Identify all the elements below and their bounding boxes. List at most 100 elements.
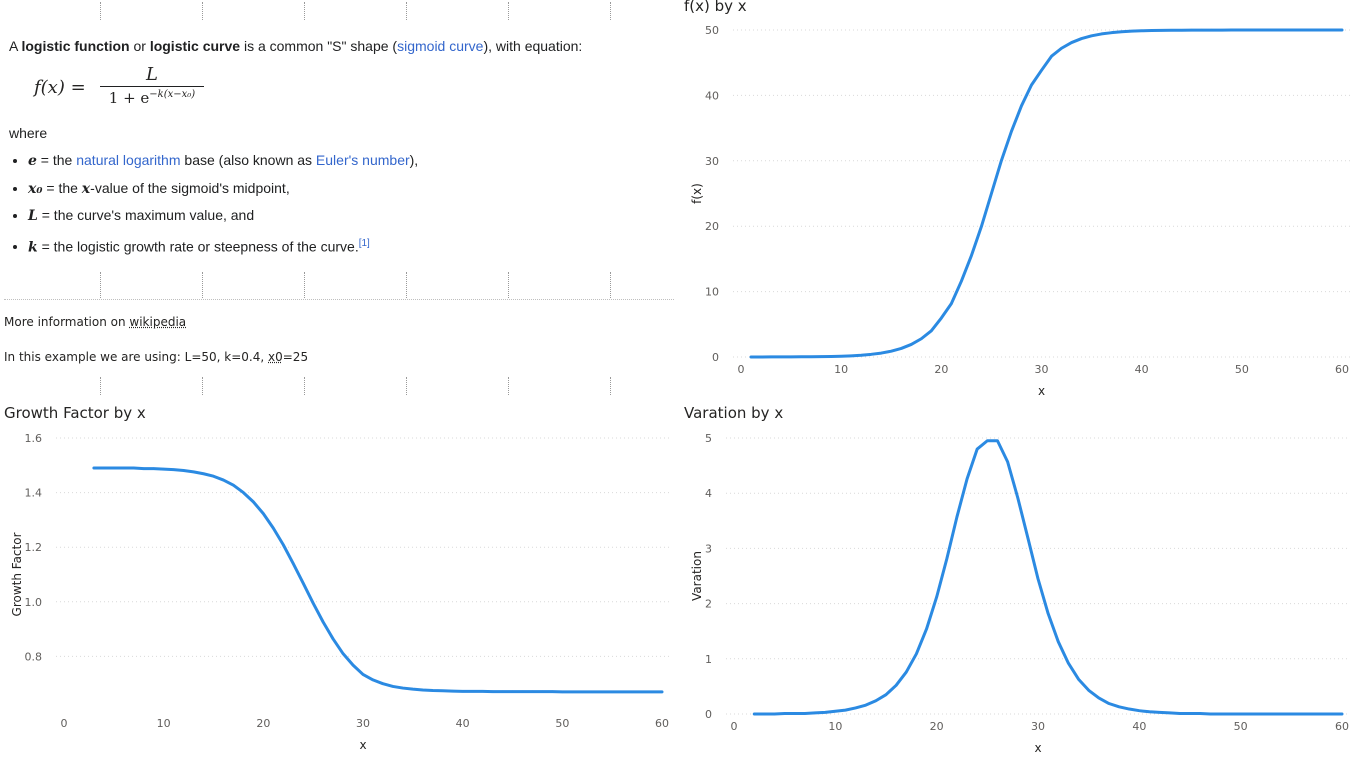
bullet-text: = the bbox=[42, 179, 82, 196]
grid-dots bbox=[202, 272, 203, 298]
data-point bbox=[1130, 29, 1133, 33]
wikipedia-link[interactable]: wikipedia bbox=[129, 315, 187, 329]
data-point bbox=[1050, 55, 1053, 58]
data-point bbox=[331, 637, 335, 641]
x-tick-label: 10 bbox=[828, 720, 842, 733]
data-point bbox=[610, 690, 614, 694]
x-tick-label: 40 bbox=[456, 717, 470, 730]
bullet-item: e = the natural logarithm base (also kno… bbox=[28, 147, 418, 175]
data-point bbox=[381, 682, 385, 685]
data-point bbox=[1239, 712, 1242, 716]
data-point bbox=[172, 468, 175, 471]
data-point bbox=[986, 439, 989, 442]
data-point bbox=[1200, 28, 1203, 32]
grid-dots bbox=[610, 272, 611, 298]
data-point bbox=[1010, 130, 1013, 133]
grid-dots bbox=[100, 2, 101, 20]
data-point bbox=[844, 708, 847, 712]
data-point bbox=[371, 678, 375, 682]
data-point bbox=[302, 582, 305, 585]
data-point bbox=[640, 690, 644, 694]
chart-fx[interactable]: 0 10 20 30 40 50 0 10 20 30 40 50 60 x f(x) bbox=[684, 0, 1358, 400]
data-point bbox=[1250, 28, 1254, 32]
data-point bbox=[1259, 712, 1263, 716]
data-point bbox=[292, 562, 295, 565]
y-tick-label: 0.8 bbox=[25, 650, 43, 663]
x-tick-label: 40 bbox=[1132, 720, 1146, 733]
divider bbox=[4, 299, 674, 300]
natural-logarithm-link[interactable]: natural logarithm bbox=[76, 152, 181, 168]
bullet-text: -value of the sigmoid's midpoint, bbox=[90, 179, 290, 196]
data-point bbox=[965, 477, 969, 481]
grid-dots bbox=[508, 272, 509, 298]
data-point bbox=[935, 595, 938, 599]
data-point bbox=[1209, 712, 1212, 716]
data-point bbox=[960, 280, 963, 283]
grid-dots bbox=[100, 272, 101, 298]
eulers-number-link[interactable]: Euler's number bbox=[315, 152, 410, 168]
data-point bbox=[561, 690, 564, 694]
data-point bbox=[763, 712, 766, 716]
data-point bbox=[1036, 577, 1040, 580]
data-point bbox=[591, 690, 594, 694]
data-point bbox=[501, 690, 504, 693]
data-point bbox=[1240, 28, 1244, 32]
bullet-text: ), bbox=[409, 152, 419, 168]
x-tick-label: 0 bbox=[61, 717, 68, 730]
data-point bbox=[854, 706, 857, 710]
data-point bbox=[809, 355, 813, 358]
data-point bbox=[996, 439, 999, 442]
grid-dots bbox=[508, 2, 509, 20]
data-point bbox=[361, 673, 365, 676]
more-info-text: More information on bbox=[4, 315, 130, 329]
more-info: More information on wikipedia bbox=[4, 315, 186, 329]
x-tick-label: 10 bbox=[834, 363, 848, 376]
data-point bbox=[945, 557, 948, 561]
grid-dots bbox=[406, 2, 407, 20]
bullet-text: = the curve's maximum value, and bbox=[37, 207, 255, 223]
data-point bbox=[803, 712, 807, 715]
data-point bbox=[1310, 712, 1313, 716]
data-point bbox=[212, 475, 215, 478]
data-point bbox=[142, 467, 145, 470]
y-tick-label: 10 bbox=[705, 286, 719, 299]
data-point bbox=[321, 620, 325, 624]
reference-link[interactable]: [1] bbox=[358, 237, 370, 249]
data-point bbox=[829, 355, 833, 358]
data-point bbox=[1210, 28, 1213, 32]
sigmoid-curve-link[interactable]: sigmoid curve bbox=[397, 38, 484, 54]
data-point bbox=[1290, 28, 1294, 32]
data-point bbox=[1188, 712, 1192, 715]
data-point bbox=[421, 688, 424, 692]
data-point bbox=[1300, 712, 1303, 716]
grid-dots bbox=[406, 377, 407, 395]
data-point bbox=[262, 512, 265, 515]
formula-numerator: L bbox=[146, 64, 158, 85]
data-point bbox=[799, 355, 803, 358]
data-point bbox=[1219, 712, 1222, 716]
data-point bbox=[849, 354, 853, 358]
data-point bbox=[1340, 712, 1344, 716]
symbol: x bbox=[81, 180, 91, 197]
y-tick-label: 1.6 bbox=[25, 432, 43, 445]
data-point bbox=[980, 225, 983, 228]
data-point bbox=[824, 711, 827, 714]
data-point bbox=[1280, 28, 1284, 32]
bullet-text: base (also known as bbox=[180, 152, 316, 168]
data-point bbox=[1168, 711, 1171, 715]
data-point bbox=[976, 447, 979, 451]
data-point bbox=[102, 466, 106, 470]
chart-gf[interactable]: 0.8 1.0 1.2 1.4 1.6 0 10 20 30 40 50 60 x Growth Fact… bbox=[0, 419, 680, 759]
data-point bbox=[1249, 712, 1252, 716]
data-point bbox=[152, 467, 155, 470]
data-point bbox=[1160, 29, 1163, 32]
data-point bbox=[1310, 28, 1314, 32]
data-point bbox=[880, 351, 883, 355]
data-point bbox=[1260, 28, 1264, 32]
data-point bbox=[391, 685, 395, 688]
x-tick-label: 50 bbox=[1234, 720, 1248, 733]
data-point bbox=[1080, 37, 1083, 40]
data-point bbox=[1150, 29, 1153, 32]
data-point bbox=[884, 693, 888, 696]
